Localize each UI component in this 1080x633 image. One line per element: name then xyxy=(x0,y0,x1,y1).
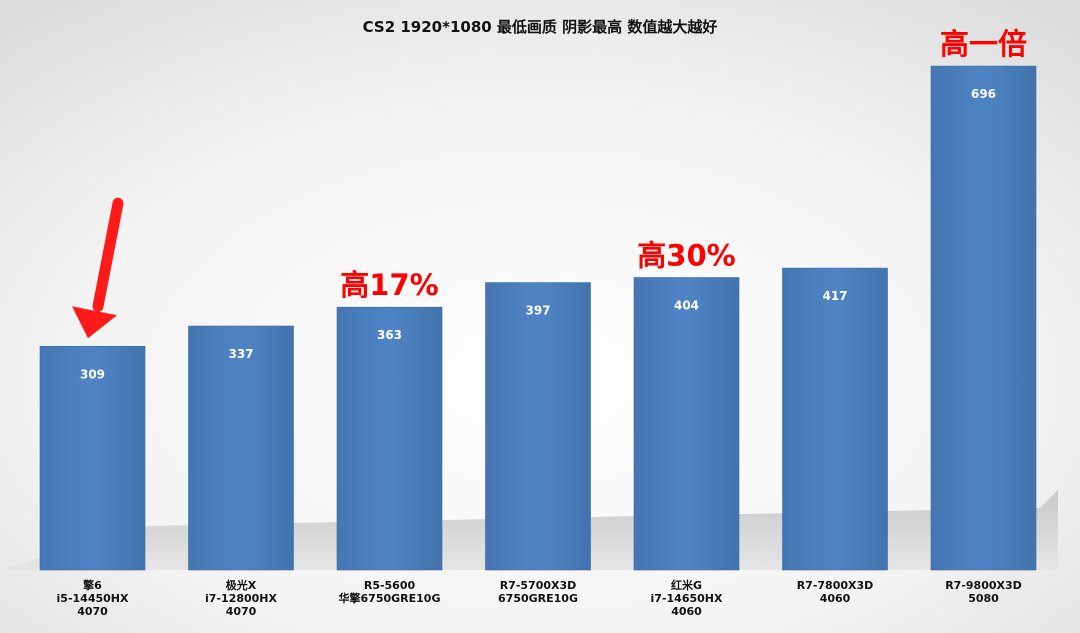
annotation-0: 高17% xyxy=(340,268,438,302)
category-label-2-0: R5-5600 xyxy=(364,579,416,592)
labels-layer: 309擎6i5-14450HX4070337极光Xi7-12800HX40703… xyxy=(57,87,1022,618)
category-label-6-1: 5080 xyxy=(968,592,999,605)
annotation-2: 高一倍 xyxy=(940,27,1027,61)
category-label-0-2: 4070 xyxy=(77,605,108,618)
bar-4 xyxy=(633,277,740,571)
category-label-1-0: 极光X xyxy=(226,578,257,592)
bar-value-label-5: 417 xyxy=(822,289,847,303)
chart-title: CS2 1920*1080 最低画质 阴影最高 数值越大越好 xyxy=(363,18,718,36)
bar-value-label-4: 404 xyxy=(674,299,699,313)
arrow-head xyxy=(72,306,117,339)
arrow-layer xyxy=(72,197,124,339)
category-label-4-2: 4060 xyxy=(671,605,702,618)
bar-0 xyxy=(39,345,146,571)
bar-value-label-2: 363 xyxy=(377,328,402,342)
annotations-layer: 高17% 高30% 高一倍 xyxy=(340,27,1027,302)
category-label-0-1: i5-14450HX xyxy=(57,592,129,605)
category-label-5-0: R7-7800X3D xyxy=(797,579,874,592)
category-label-3-0: R7-5700X3D xyxy=(500,579,577,592)
category-label-3-1: 6750GRE10G xyxy=(498,592,578,605)
bar-value-label-6: 696 xyxy=(971,87,996,101)
annotation-1: 高30% xyxy=(637,239,735,273)
category-label-4-0: 红米G xyxy=(671,578,702,592)
bar-value-label-3: 397 xyxy=(525,304,550,318)
category-label-5-1: 4060 xyxy=(820,592,851,605)
bar-value-label-1: 337 xyxy=(228,347,253,361)
category-label-1-1: i7-12800HX xyxy=(205,592,277,605)
bar-6 xyxy=(930,65,1037,571)
arrow-shaft xyxy=(92,197,124,312)
bar-1 xyxy=(188,325,294,571)
bar-2 xyxy=(336,306,443,571)
category-label-0-0: 擎6 xyxy=(83,578,102,592)
category-label-6-0: R7-9800X3D xyxy=(945,579,1022,592)
category-label-4-1: i7-14650HX xyxy=(651,592,723,605)
bar-3 xyxy=(485,282,591,571)
bar-value-label-0: 309 xyxy=(80,367,105,381)
bars-layer xyxy=(39,65,1037,571)
category-label-1-2: 4070 xyxy=(226,605,257,618)
bar-5 xyxy=(782,267,888,571)
category-label-2-1: 华擎6750GRE10G xyxy=(339,591,441,605)
